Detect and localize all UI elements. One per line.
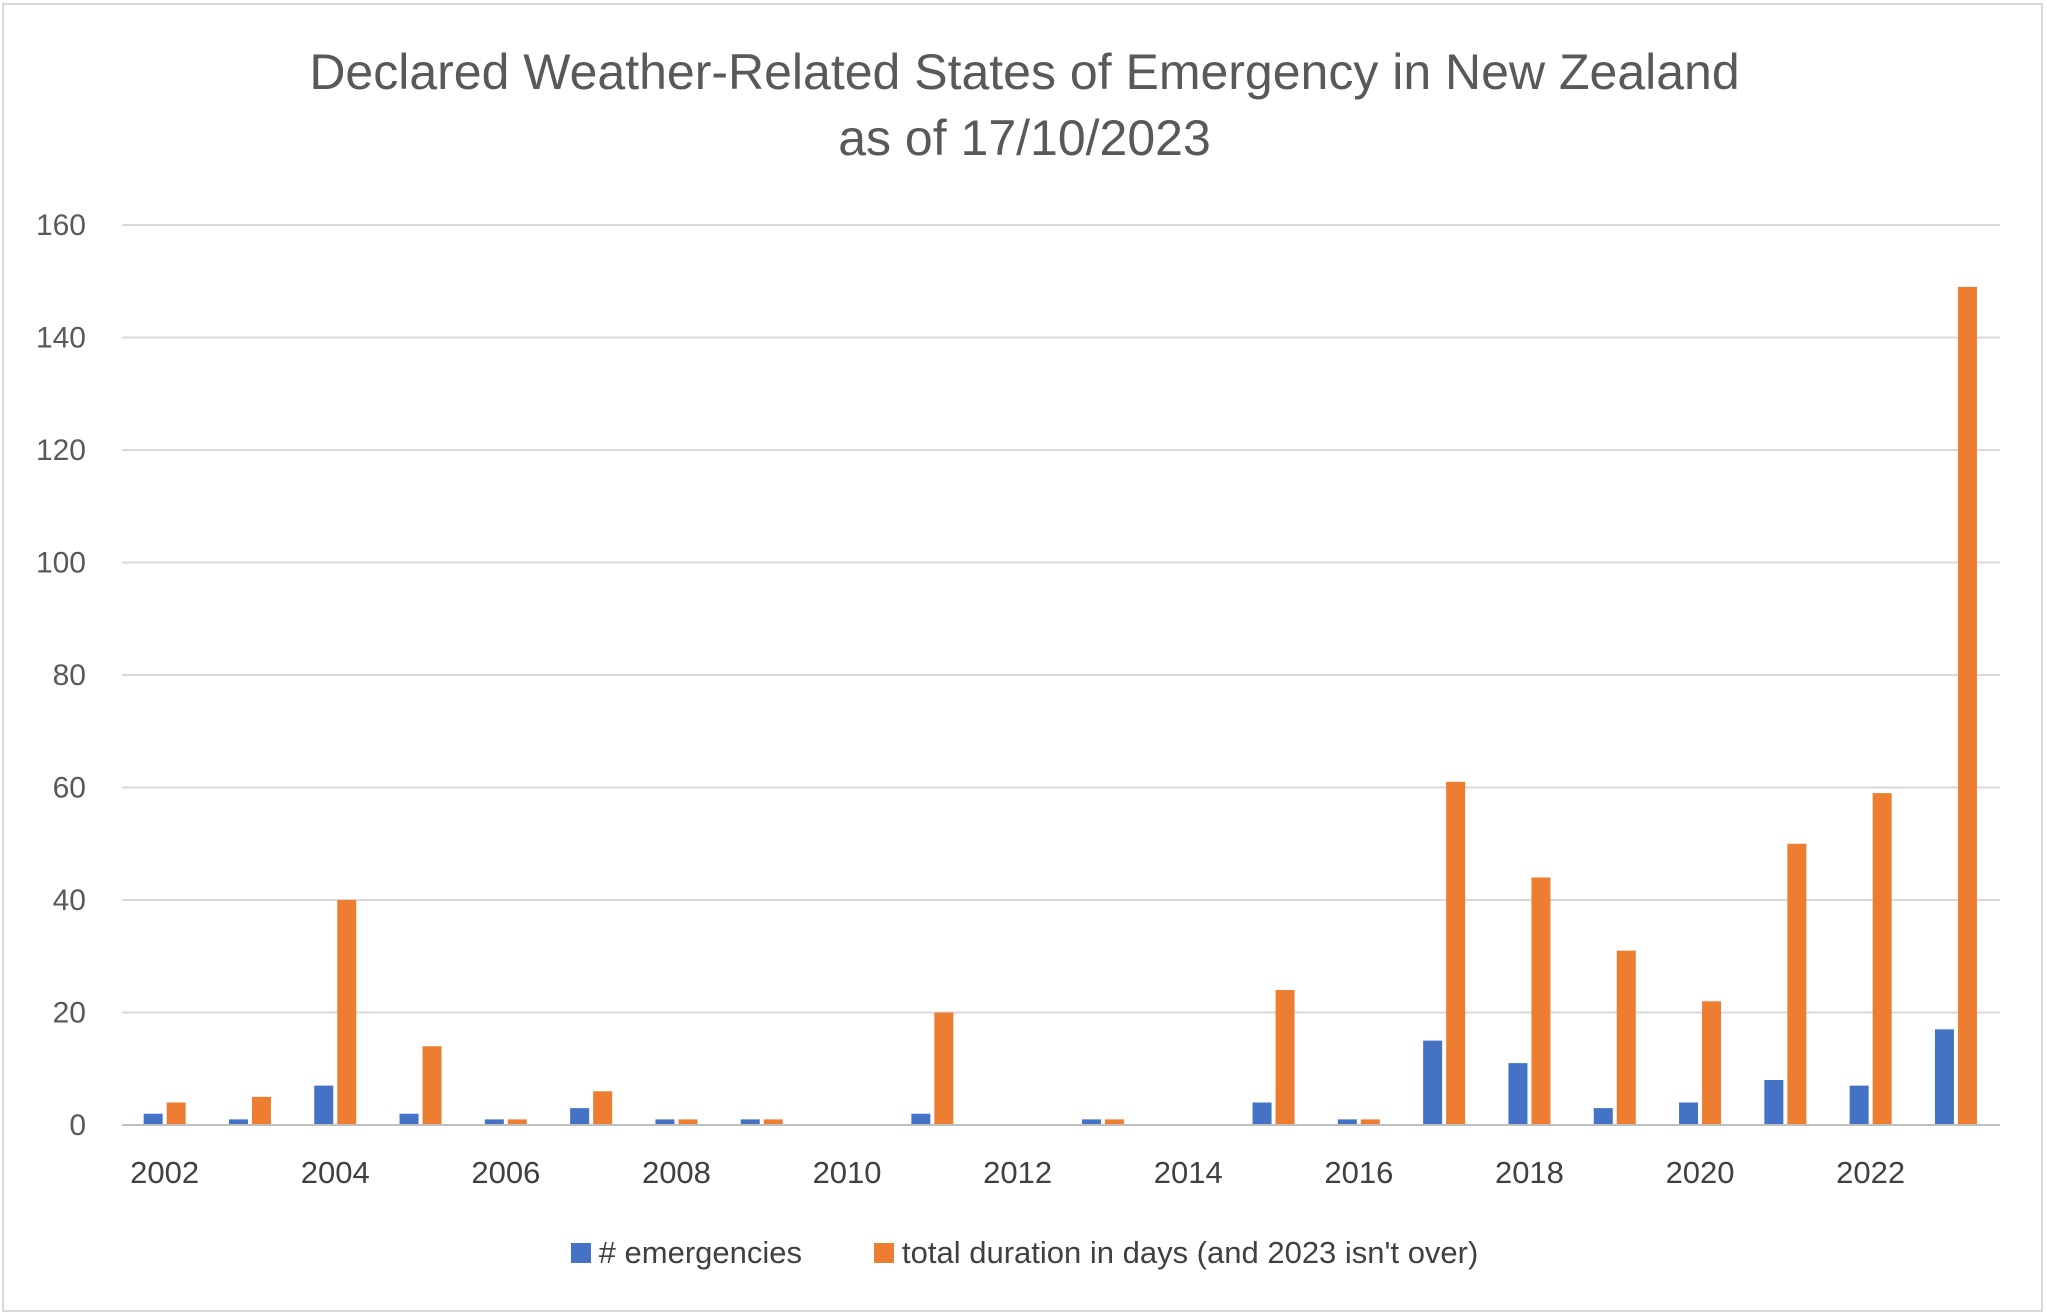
bar-emergencies-2003	[228, 1119, 248, 1125]
y-tick-label-20: 20	[53, 997, 86, 1030]
bar-duration-2019	[1616, 950, 1636, 1125]
chart-title: Declared Weather-Related States of Emerg…	[4, 39, 2045, 171]
bar-emergencies-2002	[143, 1113, 163, 1125]
x-tick-label-2020: 2020	[1666, 1155, 1735, 1190]
bar-emergencies-2019	[1593, 1108, 1613, 1125]
bar-emergencies-2007	[570, 1108, 590, 1125]
x-tick-label-2008: 2008	[642, 1155, 711, 1190]
bar-duration-2015	[1275, 990, 1295, 1125]
chart-title-line-1: Declared Weather-Related States of Emerg…	[309, 44, 1740, 100]
bar-emergencies-2017	[1423, 1040, 1443, 1125]
gridlines	[122, 224, 2000, 1014]
y-tick-label-0: 0	[69, 1109, 86, 1142]
x-tick-label-2006: 2006	[471, 1155, 540, 1190]
chart-frame: Declared Weather-Related States of Emerg…	[2, 3, 2043, 1312]
bar-duration-2023	[1957, 286, 1977, 1125]
y-tick-label-60: 60	[53, 772, 86, 805]
x-tick-label-2010: 2010	[813, 1155, 882, 1190]
legend: # emergencies total duration in days (an…	[4, 1235, 2045, 1271]
bars	[143, 286, 1977, 1125]
y-tick-label-120: 120	[36, 434, 86, 467]
y-tick-label-160: 160	[36, 209, 86, 242]
chart-title-line-2: as of 17/10/2023	[838, 110, 1211, 166]
bar-duration-2006	[507, 1119, 527, 1125]
y-tick-label-40: 40	[53, 884, 86, 917]
bar-emergencies-2013	[1081, 1119, 1101, 1125]
bar-duration-2022	[1872, 793, 1892, 1125]
bar-duration-2020	[1702, 1001, 1722, 1125]
bar-emergencies-2020	[1679, 1102, 1699, 1125]
bar-duration-2002	[166, 1102, 186, 1125]
legend-label-emergencies: # emergencies	[598, 1235, 802, 1270]
bar-duration-2017	[1446, 781, 1466, 1125]
bar-duration-2009	[763, 1119, 783, 1125]
legend-swatch-duration	[874, 1243, 894, 1263]
x-tick-label-2016: 2016	[1324, 1155, 1393, 1190]
legend-item-emergencies: # emergencies	[570, 1235, 802, 1271]
bar-emergencies-2004	[314, 1085, 334, 1125]
bar-duration-2011	[934, 1012, 954, 1125]
x-tick-label-2014: 2014	[1154, 1155, 1223, 1190]
bar-duration-2016	[1360, 1119, 1380, 1125]
bar-emergencies-2005	[399, 1113, 419, 1125]
x-axis-ticks: 2002 2004 2006 2008 2010 2012 2014 2016 2018 2020…	[130, 1155, 1905, 1190]
y-tick-label-100: 100	[36, 547, 86, 580]
legend-label-duration: total duration in days (and 2023 isn't o…	[902, 1235, 1479, 1270]
bar-duration-2003	[251, 1096, 271, 1125]
y-axis-ticks: 0 20 40 60 80 100 120 140 160	[36, 209, 86, 1142]
bar-emergencies-2006	[484, 1119, 504, 1125]
bar-duration-2018	[1531, 877, 1551, 1125]
bar-duration-2008	[678, 1119, 698, 1125]
x-tick-label-2012: 2012	[983, 1155, 1052, 1190]
bar-emergencies-2009	[740, 1119, 760, 1125]
bar-emergencies-2011	[911, 1113, 931, 1125]
y-tick-label-140: 140	[36, 322, 86, 355]
x-tick-label-2018: 2018	[1495, 1155, 1564, 1190]
legend-item-duration: total duration in days (and 2023 isn't o…	[874, 1235, 1478, 1271]
bar-emergencies-2018	[1508, 1063, 1528, 1125]
x-tick-label-2004: 2004	[301, 1155, 370, 1190]
bar-emergencies-2015	[1252, 1102, 1272, 1125]
bar-duration-2007	[593, 1091, 613, 1125]
x-tick-label-2022: 2022	[1836, 1155, 1905, 1190]
x-tick-label-2002: 2002	[130, 1155, 199, 1190]
bar-duration-2005	[422, 1046, 442, 1125]
bar-duration-2021	[1787, 843, 1807, 1125]
bar-duration-2004	[337, 900, 357, 1125]
bar-emergencies-2023	[1934, 1029, 1954, 1125]
y-tick-label-80: 80	[53, 659, 86, 692]
bar-emergencies-2021	[1764, 1080, 1784, 1125]
bar-emergencies-2022	[1849, 1085, 1869, 1125]
bar-emergencies-2008	[655, 1119, 675, 1125]
bar-emergencies-2016	[1337, 1119, 1357, 1125]
legend-swatch-emergencies	[570, 1243, 591, 1263]
bar-duration-2013	[1104, 1119, 1124, 1125]
